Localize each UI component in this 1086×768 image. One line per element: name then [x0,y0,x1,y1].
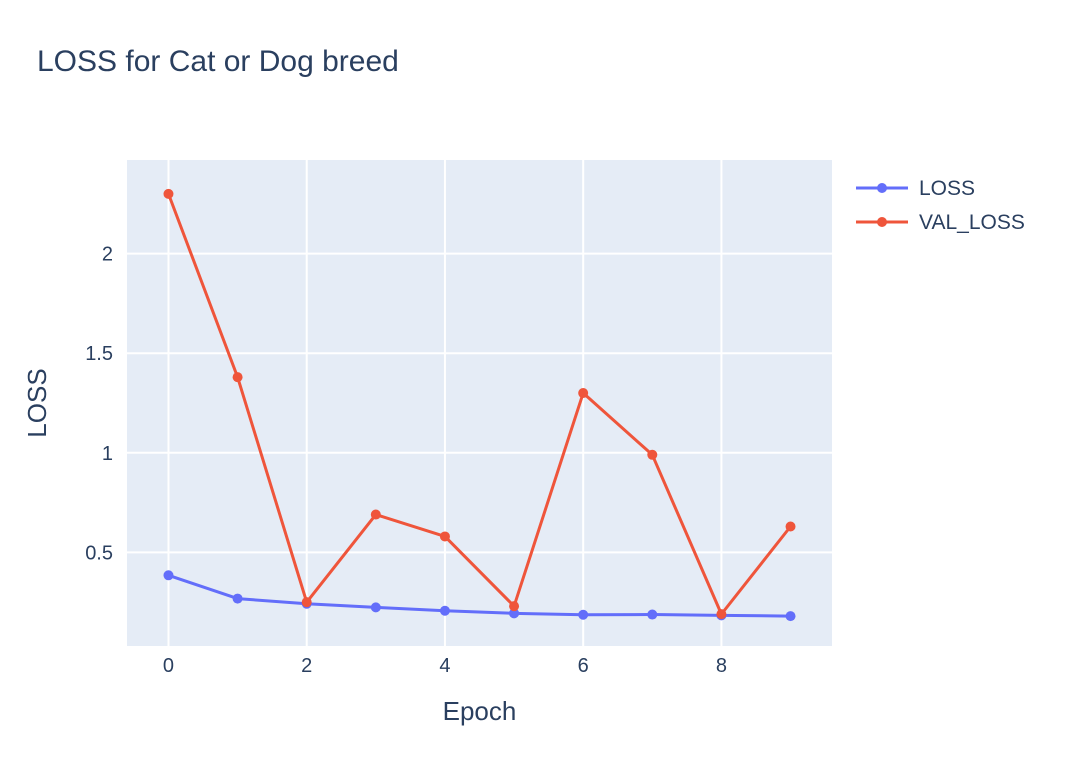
y-tick-label: 2 [102,244,113,266]
legend-item[interactable]: LOSS [856,177,975,200]
data-point[interactable] [647,609,658,620]
data-point[interactable] [439,605,450,616]
data-point[interactable] [647,449,658,460]
data-point[interactable] [232,372,243,383]
y-tick-label: 1 [102,443,113,465]
legend-marker [877,217,887,227]
data-point[interactable] [370,602,381,613]
data-point[interactable] [785,611,796,622]
data-point[interactable] [716,609,727,620]
legend-item[interactable]: VAL_LOSS [856,211,1025,234]
data-point[interactable] [370,509,381,520]
data-point[interactable] [163,188,174,199]
legend-label: VAL_LOSS [919,211,1025,234]
y-tick-label: 1.5 [85,343,113,365]
y-tick-label: 0.5 [85,542,113,564]
data-point[interactable] [439,531,450,542]
chart-title: LOSS for Cat or Dog breed [37,45,399,78]
data-point[interactable] [301,597,312,608]
y-axis-title: LOSS [22,368,52,437]
series-val-loss[interactable] [163,188,796,620]
series-layer [163,188,796,622]
data-point[interactable] [785,521,796,532]
series-line [167,193,792,616]
legend-label: LOSS [919,177,975,200]
data-point[interactable] [509,608,520,619]
data-point[interactable] [578,609,589,620]
x-axis-title: Epoch [443,696,517,726]
x-tick-label: 2 [301,655,312,677]
data-point[interactable] [509,601,520,612]
data-point[interactable] [232,593,243,604]
grid-lines [127,160,832,646]
series-line [167,573,791,618]
legend-marker [877,183,887,193]
x-tick-label: 0 [163,655,174,677]
x-tick-label: 8 [716,655,727,677]
x-tick-label: 4 [439,655,450,677]
x-tick-label: 6 [578,655,589,677]
data-point[interactable] [163,570,174,581]
data-point[interactable] [578,388,589,399]
x-axis-ticks: 0 2 4 6 8 [163,655,727,677]
legend[interactable]: LOSS VAL_LOSS [856,177,1025,234]
y-axis-ticks: 0.5 1 1.5 2 [85,244,113,565]
